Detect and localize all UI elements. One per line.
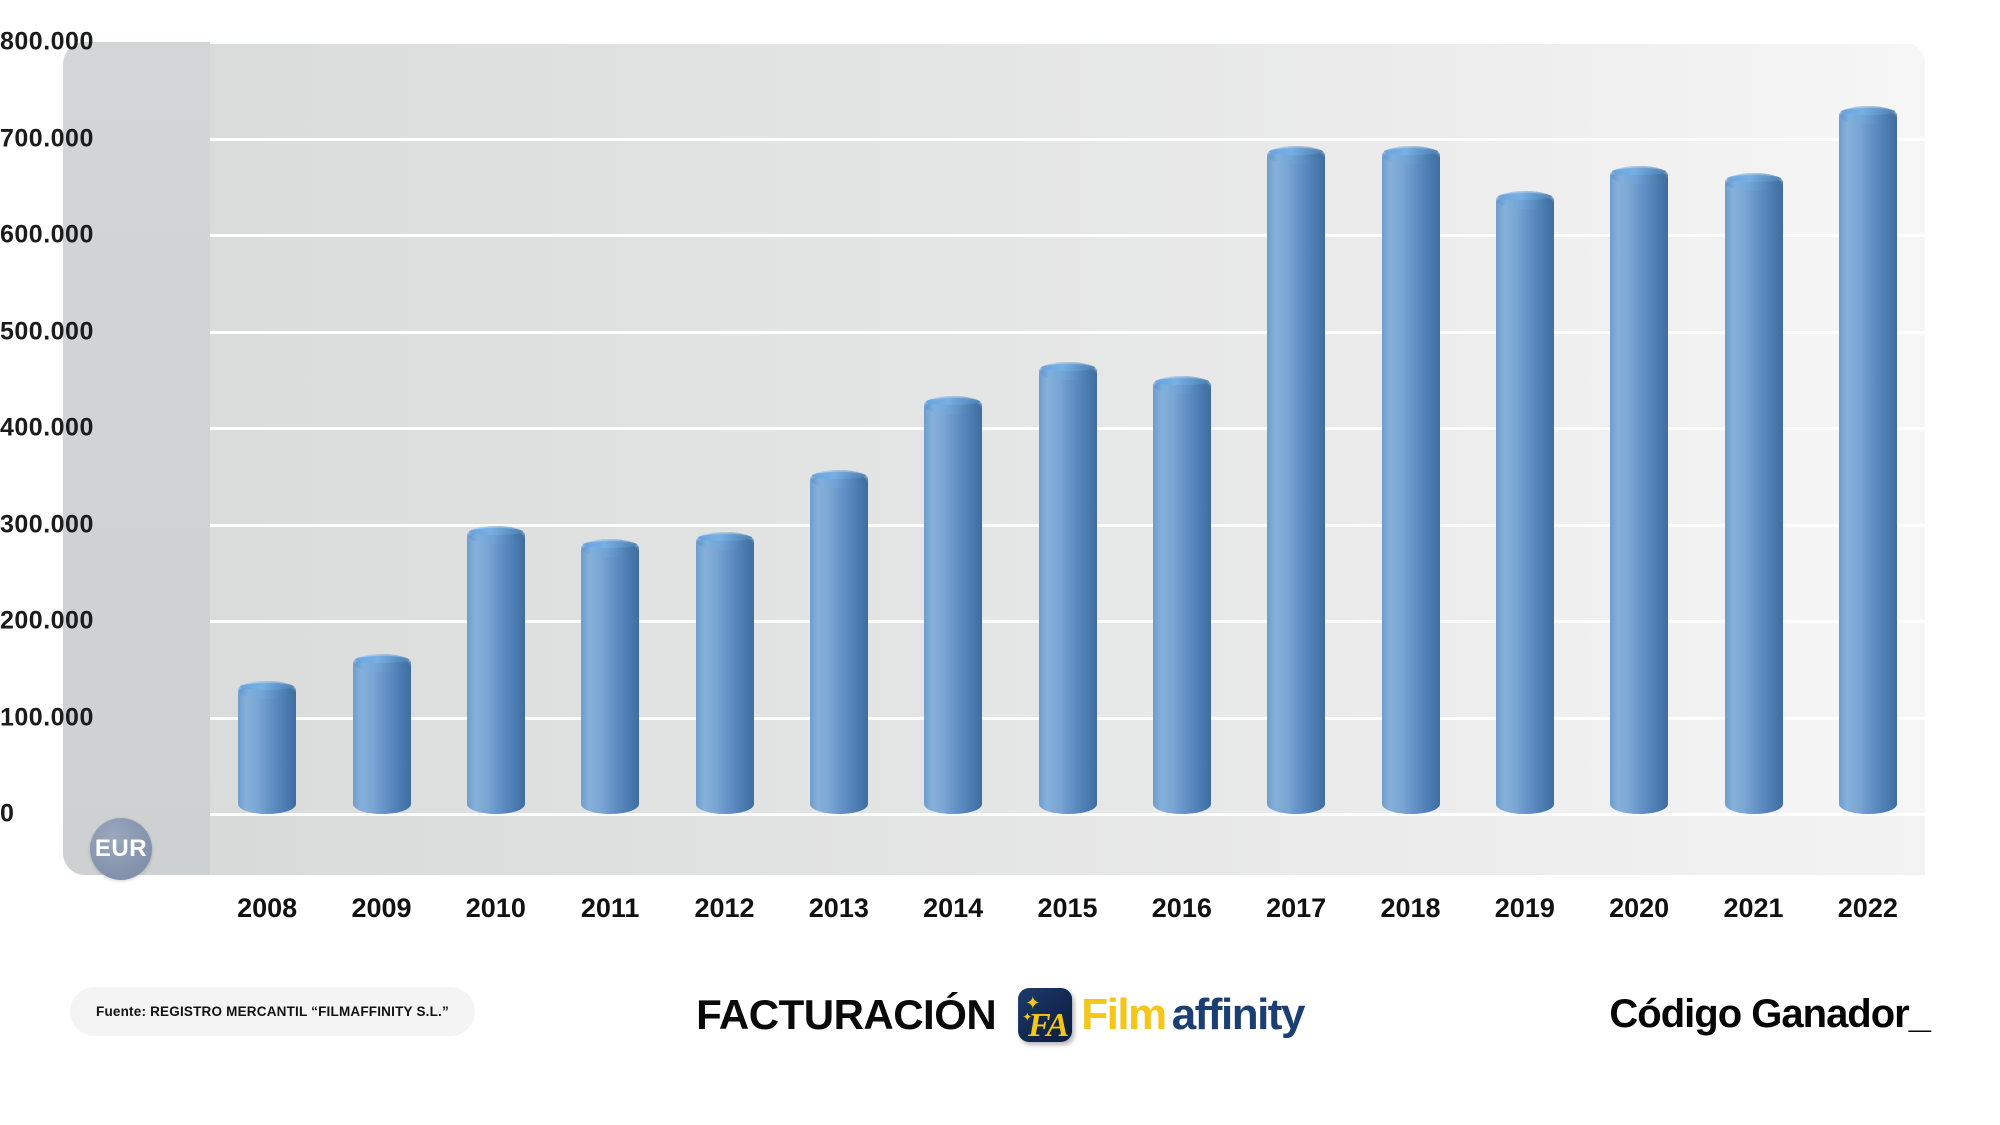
y-axis-tick-label: 800.000 bbox=[0, 27, 94, 56]
star-icon: ✦ bbox=[1025, 993, 1041, 1013]
x-axis-tick-label: 2019 bbox=[1494, 893, 1555, 923]
bar-body bbox=[695, 540, 754, 814]
bar-cap-highlight bbox=[1269, 147, 1324, 155]
bar bbox=[1724, 172, 1783, 814]
bar-cap-highlight bbox=[1154, 377, 1209, 385]
y-axis-tick-label: 600.000 bbox=[0, 220, 94, 249]
bar bbox=[352, 654, 411, 814]
plot-floor bbox=[210, 814, 1925, 875]
x-axis-tick-label: 2009 bbox=[351, 893, 412, 923]
x-axis-tick-label: 2020 bbox=[1609, 893, 1670, 923]
bar bbox=[695, 531, 754, 814]
bar-body bbox=[1495, 200, 1554, 814]
bar-cap-highlight bbox=[354, 656, 409, 664]
chart-title: FACTURACIÓN bbox=[696, 991, 997, 1038]
revenue-bar-chart: 800.000 700.000 600.000 500.000 400.000 300.0… bbox=[0, 27, 1925, 923]
bar bbox=[1152, 375, 1211, 814]
bar-cap-highlight bbox=[697, 533, 752, 541]
x-axis-tick-label: 2014 bbox=[923, 893, 984, 923]
x-axis-tick-label: 2010 bbox=[465, 893, 526, 923]
bar bbox=[1038, 362, 1097, 814]
star-small-icon: ✦ bbox=[1022, 1010, 1033, 1024]
y-axis-tick-label: 700.000 bbox=[0, 124, 94, 152]
bar-body bbox=[924, 404, 983, 814]
y-axis-tick-label: 300.000 bbox=[0, 510, 94, 538]
currency-badge: EUR bbox=[90, 818, 152, 880]
x-axis-tick-label: 2016 bbox=[1151, 893, 1212, 923]
x-axis-tick-label: 2022 bbox=[1837, 893, 1898, 923]
x-axis-tick-label: 2011 bbox=[580, 893, 640, 923]
bar-cap-highlight bbox=[1726, 174, 1781, 182]
brand-word-affinity: affinity bbox=[1171, 990, 1306, 1039]
x-axis-tick-label: 2015 bbox=[1037, 893, 1098, 923]
gridline bbox=[210, 330, 1925, 334]
filmaffinity-logo: ✦ ✦ FA Film affinity bbox=[1018, 988, 1306, 1042]
bar-body bbox=[1381, 154, 1440, 814]
gridline bbox=[210, 234, 1925, 237]
x-axis-tick-label: 2017 bbox=[1266, 893, 1327, 923]
bar-cap-highlight bbox=[1612, 168, 1667, 176]
bar-body bbox=[1038, 371, 1097, 814]
footer: Fuente: REGISTRO MERCANTIL “FILMAFFINITY… bbox=[0, 960, 2000, 1125]
bar bbox=[1838, 106, 1897, 814]
x-axis-tick-label: 2013 bbox=[808, 893, 869, 923]
bar bbox=[1267, 145, 1326, 814]
y-axis-tick-label: 100.000 bbox=[0, 703, 94, 731]
y-axis-panel bbox=[63, 42, 210, 875]
bar-cap-highlight bbox=[1497, 193, 1552, 201]
x-axis-tick-label: 2018 bbox=[1380, 893, 1441, 923]
bar-body bbox=[352, 663, 411, 814]
bar-body bbox=[1152, 384, 1211, 814]
bar-cap-highlight bbox=[811, 472, 866, 480]
bar bbox=[809, 470, 868, 814]
bar-body bbox=[581, 547, 640, 814]
bar bbox=[1610, 166, 1669, 814]
bar bbox=[1495, 191, 1554, 814]
bar-body bbox=[1838, 115, 1897, 814]
bar-cap-highlight bbox=[1040, 364, 1095, 372]
x-axis-tick-label: 2021 bbox=[1723, 893, 1784, 923]
y-axis-tick-label: 500.000 bbox=[0, 317, 94, 345]
filmaffinity-icon: ✦ ✦ FA bbox=[1018, 988, 1073, 1042]
bar bbox=[581, 538, 640, 814]
bar-body bbox=[238, 690, 297, 814]
y-axis-tick-label: 200.000 bbox=[0, 606, 94, 635]
x-axis-tick-label: 2008 bbox=[237, 893, 298, 923]
bar-body bbox=[1267, 154, 1326, 814]
center-branding: FACTURACIÓN ✦ ✦ FA Film affinity bbox=[696, 988, 1306, 1042]
publisher-logo: Código Ganador_ bbox=[1609, 992, 1931, 1036]
bar-cap-highlight bbox=[583, 540, 638, 548]
plot-area bbox=[210, 42, 1925, 875]
gridline bbox=[210, 42, 1925, 44]
y-axis-tick-label: 400.000 bbox=[0, 413, 94, 442]
source-note: Fuente: REGISTRO MERCANTIL “FILMAFFINITY… bbox=[70, 987, 475, 1036]
bar-cap-highlight bbox=[240, 683, 295, 691]
bar bbox=[1381, 145, 1440, 814]
bar-cap-highlight bbox=[1383, 147, 1438, 155]
bar bbox=[924, 395, 983, 814]
y-axis-tick-label: 0 bbox=[0, 799, 15, 828]
bar-body bbox=[1724, 181, 1783, 814]
fa-monogram: FA bbox=[1028, 1007, 1069, 1042]
bar bbox=[238, 681, 297, 814]
bar-body bbox=[466, 535, 525, 814]
brand-word-film: Film bbox=[1081, 990, 1167, 1039]
bar-body bbox=[1610, 175, 1669, 814]
bar-body bbox=[809, 479, 868, 814]
bar bbox=[466, 526, 525, 814]
x-axis-tick-label: 2012 bbox=[694, 893, 755, 923]
bar-cap-highlight bbox=[468, 528, 523, 536]
bar-cap-highlight bbox=[1840, 108, 1895, 116]
bar-cap-highlight bbox=[926, 397, 981, 405]
gridline bbox=[210, 137, 1925, 141]
